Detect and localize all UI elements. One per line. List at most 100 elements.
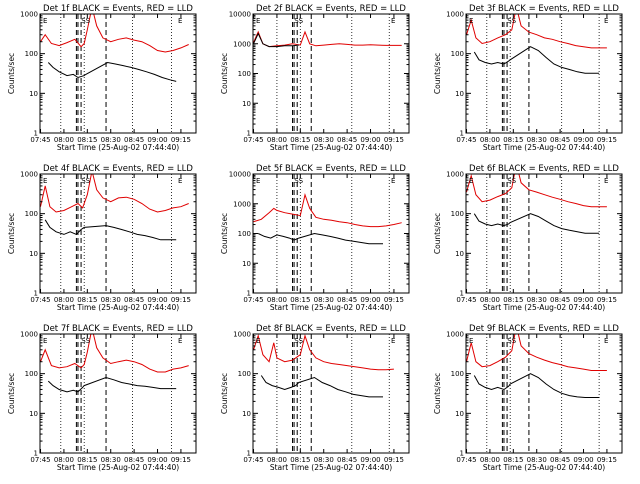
x-tick-label: 07:45 [243, 456, 263, 464]
x-tick-label: 09:15 [171, 456, 191, 464]
plot-frame [465, 173, 623, 294]
x-tick-label: 08:30 [314, 136, 334, 144]
x-tick-label: 09:00 [147, 296, 167, 304]
y-tick-label: 1 [247, 130, 251, 138]
y-tick-label: 1000 [20, 331, 38, 339]
x-tick-label: 09:00 [360, 296, 380, 304]
x-tick-label: 08:45 [124, 456, 144, 464]
y-axis-label: Counts/sec [7, 53, 16, 94]
y-tick-label: 10 [242, 260, 251, 268]
series-line-events [253, 32, 299, 48]
y-tick-label: 1000 [233, 331, 251, 339]
x-tick-label: 08:15 [77, 136, 97, 144]
x-tick-label: 08:45 [124, 136, 144, 144]
x-tick-label: 08:15 [290, 456, 310, 464]
x-tick-label: 08:30 [527, 296, 547, 304]
x-tick-label: 08:30 [101, 456, 121, 464]
x-tick-label: 08:00 [267, 296, 287, 304]
x-axis-label: Start Time (25-Aug-02 07:44:40) [270, 463, 392, 472]
y-axis-label: Counts/sec [7, 373, 16, 414]
y-tick-label: 1 [34, 130, 38, 138]
chart-panel-2: Det 2f BLACK = Events, RED = LLD 1 10 100 10… [220, 4, 410, 152]
chart-title: Det 2f BLACK = Events, RED = LLD [256, 4, 406, 14]
marker-label: E [43, 17, 47, 25]
x-tick-label: 08:15 [77, 456, 97, 464]
x-tick-label: 08:45 [337, 456, 357, 464]
y-tick-label: 1 [460, 450, 464, 458]
x-tick-label: 08:30 [314, 456, 334, 464]
y-axis-label: Counts/sec [220, 53, 229, 94]
y-tick-label: 1 [34, 450, 38, 458]
y-tick-label: 1 [34, 290, 38, 298]
chart-panel-6: Det 6f BLACK = Events, RED = LLD 1 10 100 10… [433, 164, 623, 312]
chart-panel-5: Det 5f BLACK = Events, RED = LLD 1 10 100 10… [220, 164, 410, 312]
marker-label: E [43, 337, 47, 345]
x-tick-label: 08:45 [337, 296, 357, 304]
x-tick-label: 09:00 [360, 136, 380, 144]
plot-frame [252, 13, 410, 134]
y-tick-label: 10 [455, 410, 464, 418]
y-tick-label: 100 [238, 70, 251, 78]
x-tick-label: 08:15 [290, 296, 310, 304]
plot-frame [465, 333, 623, 454]
x-tick-label: 08:00 [480, 296, 500, 304]
chart-title: Det 5f BLACK = Events, RED = LLD [256, 164, 406, 174]
x-tick-label: 08:15 [290, 136, 310, 144]
x-axis-label: Start Time (25-Aug-02 07:44:40) [483, 143, 605, 152]
x-tick-label: 08:00 [54, 136, 74, 144]
marker-label: E [256, 337, 260, 345]
series-line-events [473, 46, 600, 74]
x-tick-label: 08:30 [527, 136, 547, 144]
y-tick-label: 10 [29, 410, 38, 418]
y-tick-label: 10 [242, 410, 251, 418]
x-tick-label: 09:00 [573, 296, 593, 304]
y-tick-label: 1 [247, 290, 251, 298]
x-tick-label: 09:15 [171, 136, 191, 144]
x-axis-label: Start Time (25-Aug-02 07:44:40) [57, 143, 179, 152]
plot-frame [465, 13, 623, 134]
x-tick-label: 08:00 [54, 296, 74, 304]
chart-panel-1: Det 1f BLACK = Events, RED = LLD 1 10 100 10… [7, 4, 197, 152]
x-tick-label: 08:30 [101, 136, 121, 144]
x-axis-label: Start Time (25-Aug-02 07:44:40) [270, 303, 392, 312]
x-tick-label: 08:15 [77, 296, 97, 304]
x-tick-label: 08:15 [503, 296, 523, 304]
x-tick-label: 08:15 [503, 456, 523, 464]
y-tick-label: 1000 [20, 171, 38, 179]
y-tick-label: 1 [247, 450, 251, 458]
plot-frame [39, 173, 197, 294]
x-tick-label: 09:00 [147, 136, 167, 144]
series-line-lld [466, 14, 607, 49]
chart-title: Det 8f BLACK = Events, RED = LLD [256, 324, 406, 334]
chart-title: Det 1f BLACK = Events, RED = LLD [43, 4, 193, 14]
chart-title: Det 6f BLACK = Events, RED = LLD [469, 164, 619, 174]
series-line-events [257, 232, 383, 245]
x-tick-label: 08:45 [337, 136, 357, 144]
x-tick-label: 08:00 [267, 456, 287, 464]
x-tick-label: 07:45 [30, 296, 50, 304]
y-tick-label: 1 [460, 290, 464, 298]
x-tick-label: 09:15 [597, 136, 617, 144]
x-tick-label: 08:00 [480, 456, 500, 464]
x-tick-label: 08:45 [550, 456, 570, 464]
marker-label: E [604, 17, 608, 25]
y-tick-label: 1000 [446, 331, 464, 339]
x-tick-label: 08:30 [527, 456, 547, 464]
y-tick-label: 100 [238, 230, 251, 238]
series-line-events [44, 219, 177, 241]
y-axis-label: Counts/sec [220, 373, 229, 414]
x-tick-label: 08:00 [54, 456, 74, 464]
marker-label: E [256, 17, 260, 25]
x-tick-label: 09:00 [573, 136, 593, 144]
x-tick-label: 07:45 [456, 136, 476, 144]
x-tick-label: 07:45 [243, 296, 263, 304]
marker-label: E [604, 337, 608, 345]
x-tick-label: 07:45 [30, 136, 50, 144]
y-tick-label: 1000 [233, 200, 251, 208]
y-tick-label: 100 [25, 370, 38, 378]
chart-panel-4: Det 4f BLACK = Events, RED = LLD 1 10 100 10… [7, 164, 197, 312]
marker-label: E [178, 337, 182, 345]
chart-title: Det 9f BLACK = Events, RED = LLD [469, 324, 619, 334]
